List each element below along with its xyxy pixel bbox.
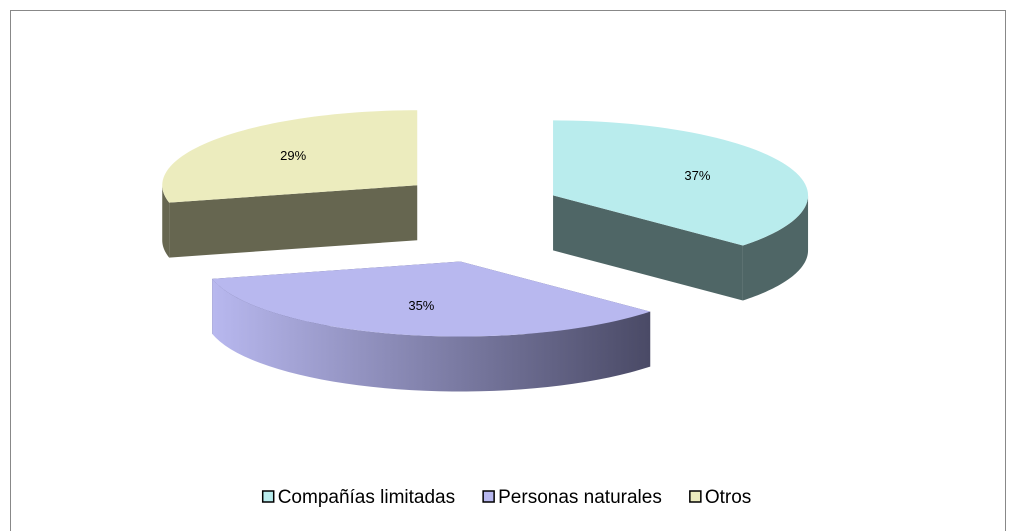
legend-item: Compañías limitadas (261, 487, 455, 508)
legend-item: Otros (689, 487, 751, 508)
legend-swatch (482, 490, 495, 503)
data-label: 29% (280, 148, 306, 163)
slice (212, 261, 651, 337)
pie: 29% 37% 35% (162, 110, 809, 392)
slice-side (742, 195, 809, 301)
legend-swatch (689, 490, 702, 503)
legend-item: Personas naturales (482, 487, 662, 508)
legend-swatch (261, 490, 275, 503)
legend-label: Compañías limitadas (278, 487, 455, 508)
slice-side (212, 278, 651, 392)
data-label: 37% (684, 168, 710, 183)
slice (553, 120, 809, 246)
slice (162, 110, 418, 203)
slice-wall (169, 185, 418, 258)
legend-label: Personas naturales (498, 487, 662, 508)
chart-frame (10, 10, 1006, 531)
slice-wall (553, 195, 743, 301)
data-label: 35% (408, 298, 434, 313)
slice-side (162, 185, 170, 258)
legend-label: Otros (705, 487, 751, 508)
legend: Compañías limitadas Personas naturales Otr… (261, 487, 751, 508)
